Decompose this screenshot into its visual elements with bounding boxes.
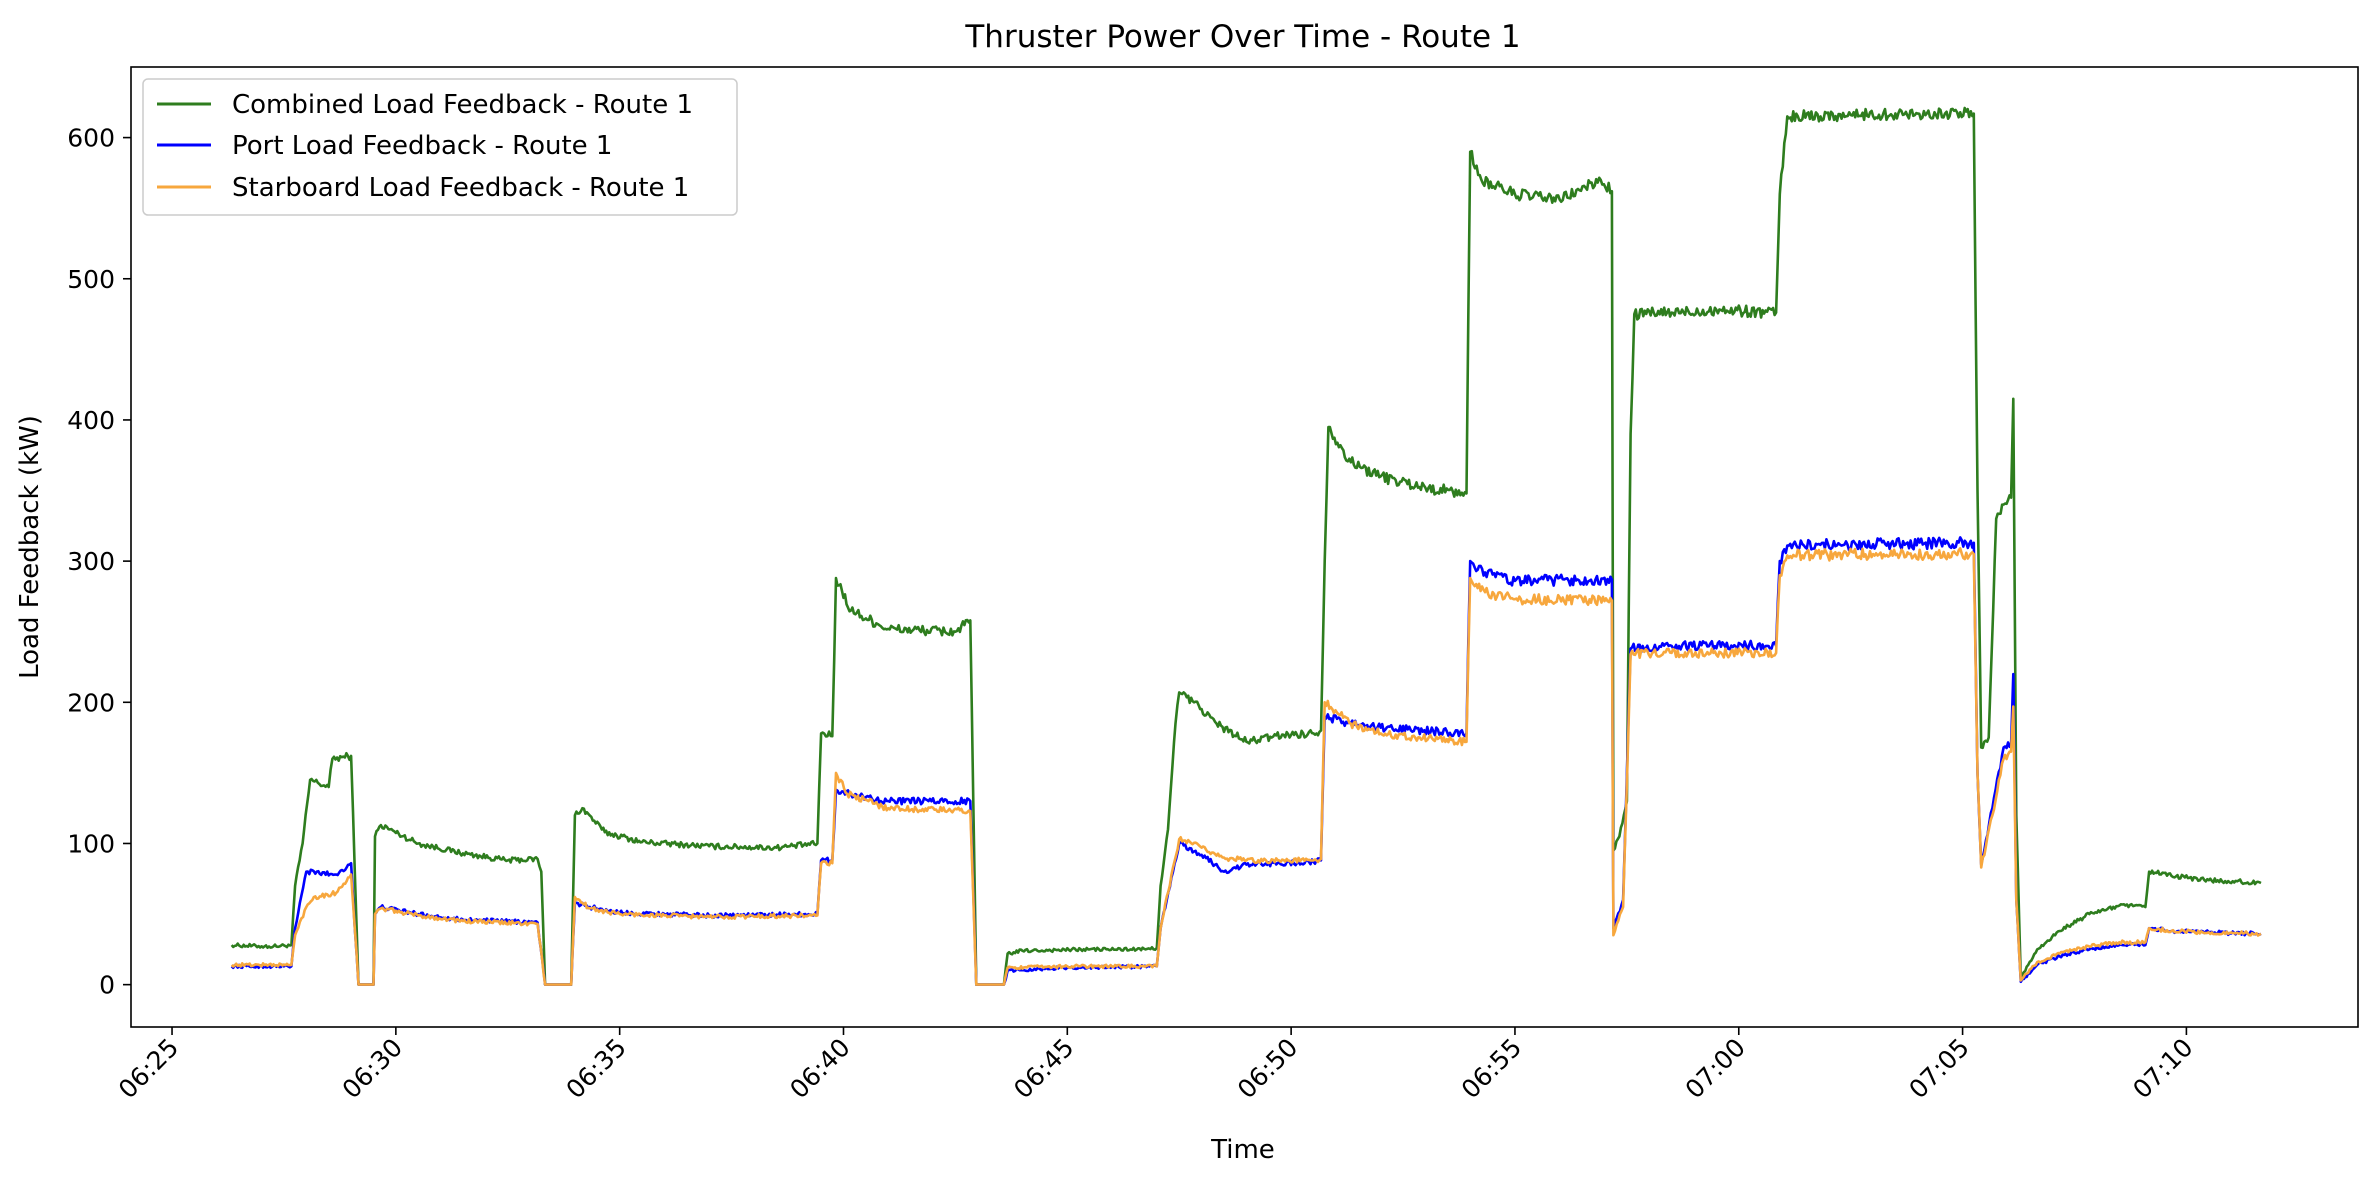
x-tick-label: 06:30	[337, 1033, 408, 1104]
series-line-2	[230, 547, 2262, 986]
y-axis-title: Load Feedback (kW)	[15, 415, 45, 679]
y-tick-label: 500	[67, 265, 115, 294]
x-tick-label: 06:55	[1456, 1033, 1527, 1104]
x-axis-title: Time	[1210, 1135, 1275, 1165]
y-tick-label: 300	[67, 547, 115, 576]
y-tick-label: 0	[99, 971, 115, 1000]
x-tick-label: 06:35	[560, 1033, 631, 1104]
legend-label-port: Port Load Feedback - Route 1	[232, 131, 612, 161]
y-tick-label: 400	[67, 406, 115, 435]
y-axis: 0 100 200 300 400 500 600	[67, 124, 131, 1000]
x-axis: 06:25 06:30 06:35 06:40 06:45 06:50 06:55 07:00…	[113, 1027, 2199, 1104]
x-tick-label: 06:45	[1008, 1033, 1079, 1104]
legend-box	[142, 78, 738, 216]
x-tick-label: 07:00	[1680, 1033, 1751, 1104]
x-tick-label: 07:10	[2127, 1033, 2198, 1104]
x-tick-label: 06:25	[113, 1033, 184, 1104]
y-tick-label: 600	[67, 124, 115, 153]
x-tick-label: 07:05	[1903, 1033, 1974, 1104]
chart-title: Thruster Power Over Time - Route 1	[964, 19, 1520, 55]
series-line-1	[230, 536, 2262, 986]
y-tick-label: 100	[67, 829, 115, 858]
x-tick-label: 06:50	[1232, 1033, 1303, 1104]
plot-frame	[130, 66, 2359, 1028]
legend-label-combined: Combined Load Feedback - Route 1	[232, 90, 693, 120]
legend: Combined Load Feedback - Route 1 Port Lo…	[142, 78, 738, 216]
legend-label-starboard: Starboard Load Feedback - Route 1	[232, 173, 689, 203]
y-tick-label: 200	[67, 688, 115, 717]
x-tick-label: 06:40	[784, 1033, 855, 1104]
series-layer	[230, 106, 2262, 986]
